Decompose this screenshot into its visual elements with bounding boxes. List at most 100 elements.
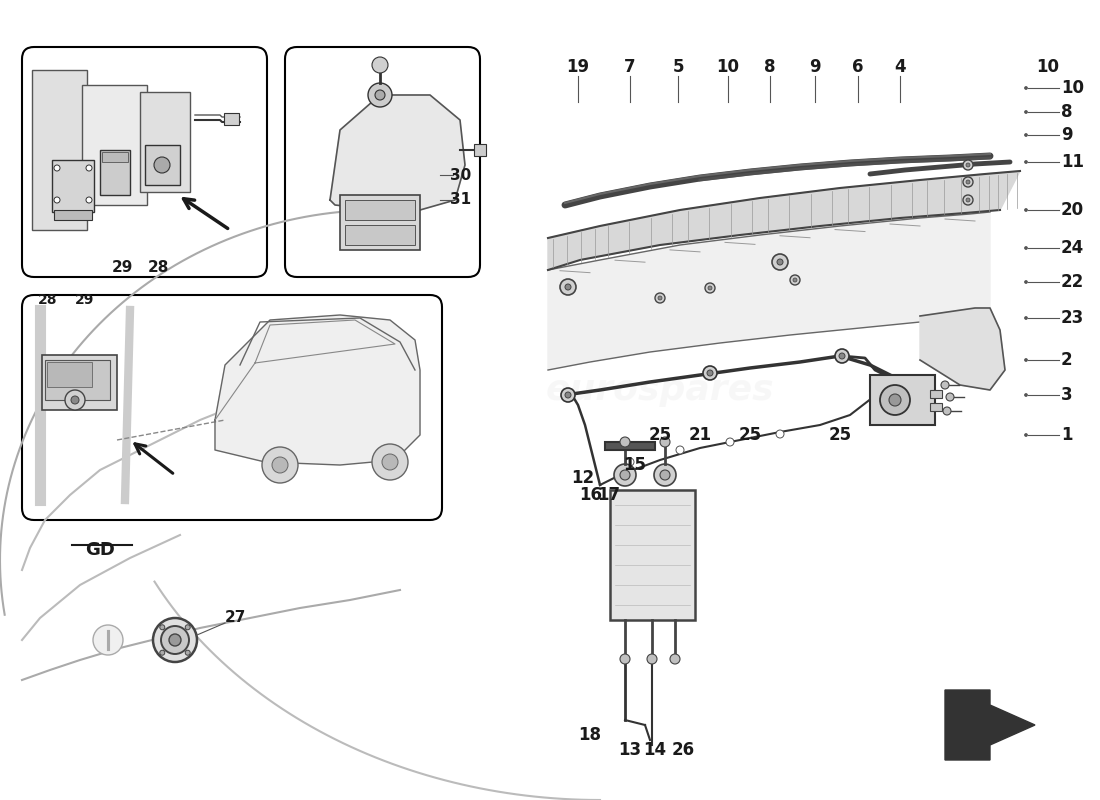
Bar: [52, 160, 94, 212]
Circle shape: [1024, 86, 1027, 90]
Bar: [870, 375, 935, 425]
Bar: [145, 145, 180, 185]
Text: 19: 19: [566, 58, 590, 76]
Circle shape: [1024, 434, 1027, 437]
Text: 10: 10: [1062, 79, 1084, 97]
Circle shape: [793, 278, 798, 282]
Circle shape: [160, 625, 165, 630]
Text: 25: 25: [648, 426, 672, 444]
Text: 3: 3: [1062, 386, 1072, 404]
Text: 26: 26: [671, 741, 694, 759]
Bar: [102, 152, 128, 162]
Circle shape: [966, 180, 970, 184]
Circle shape: [962, 160, 974, 170]
Bar: [930, 403, 942, 411]
Polygon shape: [920, 308, 1005, 390]
Text: 8: 8: [1062, 103, 1072, 121]
Text: 28: 28: [39, 293, 57, 307]
Circle shape: [676, 446, 684, 454]
FancyBboxPatch shape: [285, 47, 480, 277]
Bar: [140, 92, 190, 192]
Text: 21: 21: [689, 426, 712, 444]
Circle shape: [966, 163, 970, 167]
Text: 14: 14: [644, 741, 667, 759]
Bar: [100, 150, 130, 195]
Circle shape: [65, 390, 85, 410]
Circle shape: [946, 393, 954, 401]
Text: 29: 29: [75, 293, 95, 307]
Circle shape: [565, 392, 571, 398]
Circle shape: [1024, 246, 1027, 250]
Text: 1: 1: [1062, 426, 1072, 444]
Bar: [45, 360, 110, 400]
Bar: [605, 442, 654, 450]
Circle shape: [654, 293, 666, 303]
Text: 25: 25: [738, 426, 761, 444]
Text: 4: 4: [894, 58, 905, 76]
Circle shape: [647, 654, 657, 664]
Circle shape: [777, 259, 783, 265]
Text: 24: 24: [1062, 239, 1085, 257]
Bar: [224, 113, 239, 125]
Circle shape: [839, 353, 845, 359]
Text: 9: 9: [810, 58, 821, 76]
Circle shape: [708, 286, 712, 290]
Circle shape: [1024, 161, 1027, 163]
Circle shape: [705, 283, 715, 293]
Circle shape: [1024, 317, 1027, 319]
Text: 31: 31: [450, 193, 471, 207]
Polygon shape: [945, 690, 1035, 760]
Circle shape: [660, 437, 670, 447]
Circle shape: [940, 381, 949, 389]
Circle shape: [880, 385, 910, 415]
Bar: [42, 355, 117, 410]
Circle shape: [1024, 110, 1027, 114]
Circle shape: [707, 370, 713, 376]
Circle shape: [153, 618, 197, 662]
Text: 27: 27: [224, 610, 245, 626]
Text: 6: 6: [852, 58, 864, 76]
Text: 25: 25: [828, 426, 851, 444]
Circle shape: [372, 57, 388, 73]
Circle shape: [368, 83, 392, 107]
Circle shape: [1024, 209, 1027, 211]
Text: 9: 9: [1062, 126, 1072, 144]
Circle shape: [72, 396, 79, 404]
Bar: [32, 70, 87, 230]
Text: 7: 7: [624, 58, 636, 76]
Bar: [340, 195, 420, 250]
Circle shape: [654, 464, 676, 486]
Circle shape: [262, 447, 298, 483]
Text: 17: 17: [597, 486, 620, 504]
Circle shape: [962, 195, 974, 205]
Circle shape: [703, 366, 717, 380]
Text: 23: 23: [1062, 309, 1085, 327]
Bar: [345, 225, 415, 245]
Circle shape: [776, 430, 784, 438]
Text: 2: 2: [1062, 351, 1072, 369]
Circle shape: [561, 388, 575, 402]
Text: GD: GD: [85, 541, 114, 559]
Circle shape: [726, 438, 734, 446]
Text: 30: 30: [450, 167, 471, 182]
Bar: [345, 200, 415, 220]
Circle shape: [94, 625, 123, 655]
Circle shape: [185, 625, 190, 630]
FancyBboxPatch shape: [22, 47, 267, 277]
Text: 22: 22: [1062, 273, 1085, 291]
Circle shape: [772, 254, 788, 270]
Circle shape: [565, 284, 571, 290]
Circle shape: [614, 464, 636, 486]
Circle shape: [1024, 281, 1027, 283]
FancyBboxPatch shape: [22, 295, 442, 520]
Circle shape: [86, 165, 92, 171]
Circle shape: [160, 650, 165, 655]
Circle shape: [1024, 358, 1027, 362]
Circle shape: [54, 165, 60, 171]
Text: 12: 12: [571, 469, 595, 487]
Bar: [47, 362, 92, 387]
Text: 29: 29: [111, 261, 133, 275]
Circle shape: [889, 394, 901, 406]
Text: eurospares: eurospares: [546, 373, 774, 407]
Circle shape: [375, 90, 385, 100]
